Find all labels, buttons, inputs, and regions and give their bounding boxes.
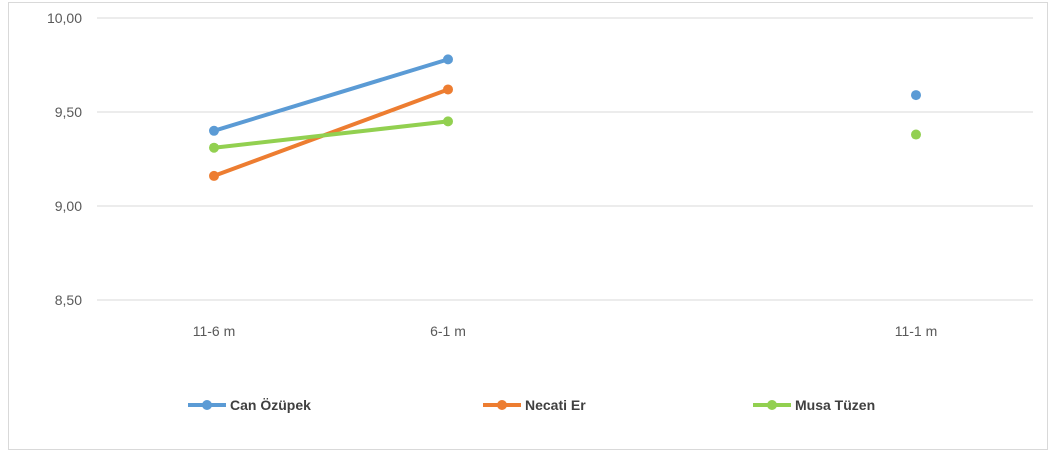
x-axis-ticks: 11-6 m 6-1 m 11-1 m bbox=[193, 323, 938, 339]
data-point bbox=[209, 142, 219, 153]
series-line-segment bbox=[212, 57, 450, 133]
data-point bbox=[911, 90, 921, 101]
legend-label: Musa Tüzen bbox=[795, 397, 875, 413]
y-tick-label: 8,50 bbox=[55, 292, 82, 308]
legend-swatch-marker bbox=[202, 400, 212, 410]
y-tick-label: 10,00 bbox=[47, 10, 82, 26]
data-point bbox=[443, 54, 453, 65]
series-points bbox=[209, 54, 921, 181]
legend: Can Özüpek Necati Er Musa Tüzen bbox=[188, 397, 875, 413]
legend-swatch-marker bbox=[767, 400, 777, 410]
chart-frame bbox=[8, 2, 1048, 450]
legend-label: Necati Er bbox=[525, 397, 586, 413]
x-tick-label: 11-1 m bbox=[895, 323, 938, 339]
gridlines bbox=[97, 17, 1033, 301]
legend-swatch-marker bbox=[497, 400, 507, 410]
series-line-segment bbox=[212, 119, 450, 150]
x-tick-label: 6-1 m bbox=[430, 323, 466, 339]
series-lines bbox=[212, 57, 450, 178]
x-tick-label: 11-6 m bbox=[193, 323, 236, 339]
data-point bbox=[443, 116, 453, 127]
data-point bbox=[209, 170, 219, 181]
y-axis-ticks: 10,00 9,50 9,00 8,50 bbox=[47, 10, 82, 308]
data-point bbox=[443, 84, 453, 95]
data-point bbox=[911, 129, 921, 140]
y-tick-label: 9,50 bbox=[55, 104, 82, 120]
data-point bbox=[209, 125, 219, 136]
legend-label: Can Özüpek bbox=[230, 397, 311, 413]
y-tick-label: 9,00 bbox=[55, 198, 82, 214]
